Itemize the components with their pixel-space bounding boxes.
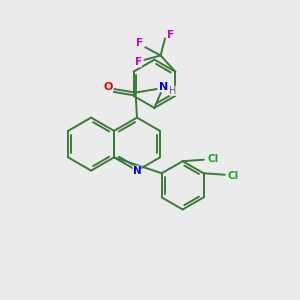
Text: F: F	[136, 38, 144, 48]
Text: F: F	[135, 57, 142, 67]
Text: Cl: Cl	[228, 171, 239, 181]
Text: O: O	[103, 82, 112, 92]
Text: H: H	[169, 86, 177, 96]
Text: F: F	[167, 31, 174, 40]
Text: N: N	[133, 166, 141, 176]
Text: Cl: Cl	[207, 154, 218, 164]
Text: N: N	[159, 82, 168, 92]
